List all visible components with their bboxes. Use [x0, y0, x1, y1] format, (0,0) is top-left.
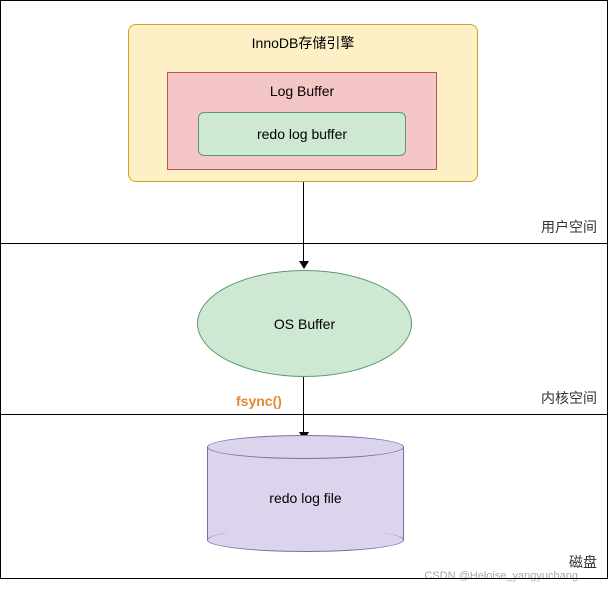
- user-space-label: 用户空间: [541, 217, 597, 237]
- arrow-innodb-to-os: [303, 182, 304, 261]
- disk-label: 磁盘: [569, 552, 597, 572]
- kernel-space-label: 内核空间: [541, 388, 597, 408]
- os-buffer-ellipse: OS Buffer: [197, 270, 412, 377]
- os-buffer-label: OS Buffer: [274, 316, 335, 332]
- redo-log-file-label: redo log file: [207, 490, 404, 506]
- innodb-title: InnoDB存储引擎: [129, 33, 477, 53]
- watermark: CSDN @Heloise_yangyuchang: [424, 570, 578, 582]
- arrow-os-to-disk: [303, 377, 304, 432]
- diagram-canvas: 用户空间 内核空间 磁盘 InnoDB存储引擎 Log Buffer redo …: [0, 0, 608, 594]
- cylinder-bottom: [207, 528, 404, 552]
- cylinder-top: [207, 435, 404, 459]
- redo-log-file-cylinder: redo log file: [207, 435, 404, 552]
- arrow-head-icon: [299, 261, 309, 269]
- log-buffer-title: Log Buffer: [168, 83, 436, 99]
- fsync-label: fsync(): [236, 393, 282, 409]
- redo-log-buffer-label: redo log buffer: [257, 126, 347, 142]
- redo-log-buffer-box: redo log buffer: [198, 112, 406, 156]
